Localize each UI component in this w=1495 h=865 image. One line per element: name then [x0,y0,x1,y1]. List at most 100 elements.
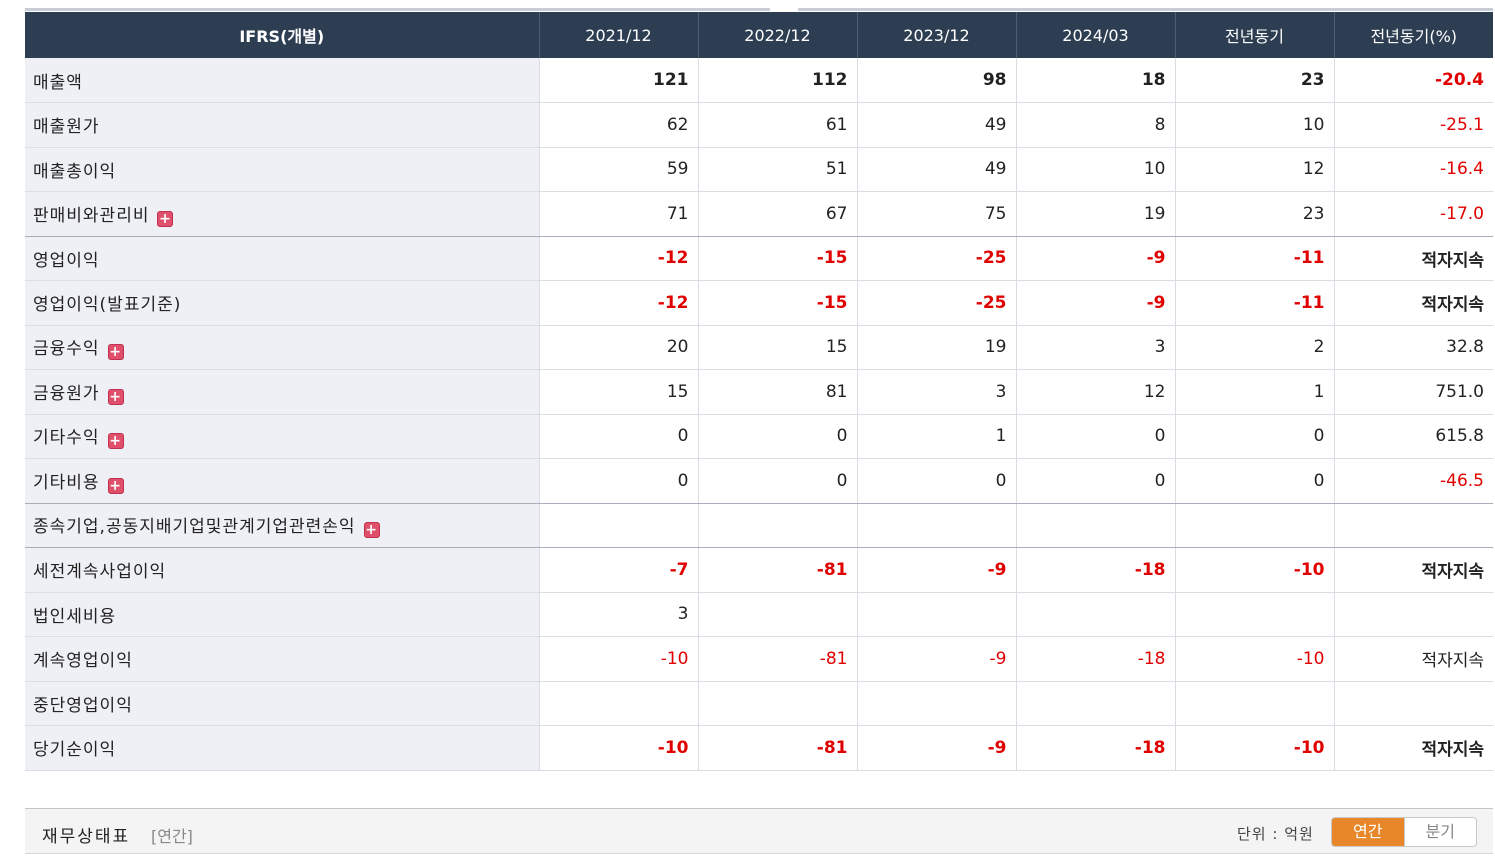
period-toggle: 연간 분기 [1331,817,1477,847]
table-row: 계속영업이익 -10 -81 -9 -18 -10 적자지속 [25,636,1493,682]
value-cell: 적자지속 [1334,236,1493,281]
value-cell: -9 [1016,236,1176,281]
table-row: 종속기업,공동지배기업및관계기업관련손익 + [25,503,1493,548]
value-cell: 0 [698,414,858,459]
value-cell: 0 [1016,414,1176,459]
table-row: 금융원가 +15 81 3 12 1 751.0 [25,369,1493,415]
plus-box-icon[interactable]: + [157,210,174,227]
table-row: 중단영업이익 [25,681,1493,726]
quarter-toggle-button[interactable]: 분기 [1425,822,1455,841]
plus-box-icon[interactable]: + [107,344,124,361]
row-label: 매출액 [33,72,83,93]
value-cell: 3 [857,369,1017,415]
value-cell: 0 [539,414,699,459]
row-label-cell: 중단영업이익 [25,681,540,726]
value-cell: 적자지속 [1334,636,1493,682]
table-row: 판매비와관리비 +71 67 75 19 23 -17.0 [25,191,1493,237]
table-row: 당기순이익 -10 -81 -9 -18 -10 적자지속 [25,725,1493,771]
value-cell: -9 [857,725,1017,771]
row-label: 기타수익 [33,428,100,449]
value-cell: -17.0 [1334,191,1493,237]
value-cell: 23 [1175,58,1335,103]
row-label-cell: 기타비용 + [25,458,540,504]
value-cell: -25 [857,236,1017,281]
value-cell: 1 [857,414,1017,459]
row-label: 중단영업이익 [33,695,133,716]
value-cell: 112 [698,58,858,103]
value-cell: 98 [857,58,1017,103]
row-label-cell: 판매비와관리비 + [25,191,540,237]
value-cell: -81 [698,725,858,771]
value-cell: -10 [539,636,699,682]
value-cell: -25 [857,280,1017,326]
value-cell: 1 [1175,369,1335,415]
row-label-cell: 영업이익 [25,236,540,281]
value-cell [539,503,699,548]
row-label-cell: 매출총이익 [25,147,540,192]
value-cell: 10 [1175,102,1335,148]
value-cell: -81 [698,636,858,682]
header-2021-12: 2021/12 [539,12,699,58]
top-divider [25,8,1493,11]
header-ifrs: IFRS(개별) [25,12,540,58]
value-cell: -18 [1016,636,1176,682]
value-cell: 0 [1175,458,1335,504]
header-prev-year-pct: 전년동기(%) [1334,12,1493,58]
value-cell: -9 [857,636,1017,682]
value-cell [1175,592,1335,637]
row-label-cell: 당기순이익 [25,725,540,771]
value-cell: 51 [698,147,858,192]
table-row: 매출액 121 112 98 18 23 -20.4 [25,58,1493,103]
row-label: 금융수익 [33,339,100,360]
row-label: 판매비와관리비 [33,205,150,226]
row-label: 기타비용 [33,472,100,493]
row-label: 계속영업이익 [33,651,133,672]
value-cell: 0 [698,458,858,504]
balance-sheet-section-bar: 재무상태표 [연간] 단위 : 억원 연간 분기 [25,808,1493,854]
value-cell: 3 [1016,325,1176,370]
value-cell: -12 [539,236,699,281]
row-label: 당기순이익 [33,740,117,761]
value-cell: 32.8 [1334,325,1493,370]
value-cell: 0 [1016,458,1176,504]
value-cell: -81 [698,547,858,593]
section-subtitle: [연간] [151,827,193,846]
row-label-cell: 세전계속사업이익 [25,547,540,593]
annual-toggle-button[interactable]: 연간 [1332,818,1405,846]
value-cell: -15 [698,236,858,281]
header-2022-12: 2022/12 [698,12,858,58]
value-cell [857,592,1017,637]
row-label-cell: 계속영업이익 [25,636,540,682]
table-row: 매출원가 62 61 49 8 10 -25.1 [25,102,1493,148]
row-label: 종속기업,공동지배기업및관계기업관련손익 [33,517,356,538]
value-cell: 62 [539,102,699,148]
value-cell: 49 [857,102,1017,148]
plus-box-icon[interactable]: + [107,433,124,450]
value-cell: -10 [1175,725,1335,771]
value-cell [1334,681,1493,726]
value-cell: -7 [539,547,699,593]
value-cell: 19 [857,325,1017,370]
table-row: 기타비용 +0 0 0 0 0 -46.5 [25,458,1493,504]
plus-box-icon[interactable]: + [107,388,124,405]
value-cell [1016,681,1176,726]
value-cell: 8 [1016,102,1176,148]
value-cell: -9 [1016,280,1176,326]
value-cell [1175,681,1335,726]
value-cell: 23 [1175,191,1335,237]
plus-box-icon[interactable]: + [363,522,380,539]
value-cell: 적자지속 [1334,547,1493,593]
value-cell: -46.5 [1334,458,1493,504]
value-cell: 0 [539,458,699,504]
row-label-cell: 법인세비용 [25,592,540,637]
value-cell: 2 [1175,325,1335,370]
value-cell: 15 [698,325,858,370]
value-cell [1334,503,1493,548]
row-label-cell: 금융수익 + [25,325,540,370]
plus-box-icon[interactable]: + [107,477,124,494]
value-cell: 0 [1175,414,1335,459]
tab-marker [770,8,798,11]
value-cell: 3 [539,592,699,637]
value-cell [698,592,858,637]
value-cell: -16.4 [1334,147,1493,192]
